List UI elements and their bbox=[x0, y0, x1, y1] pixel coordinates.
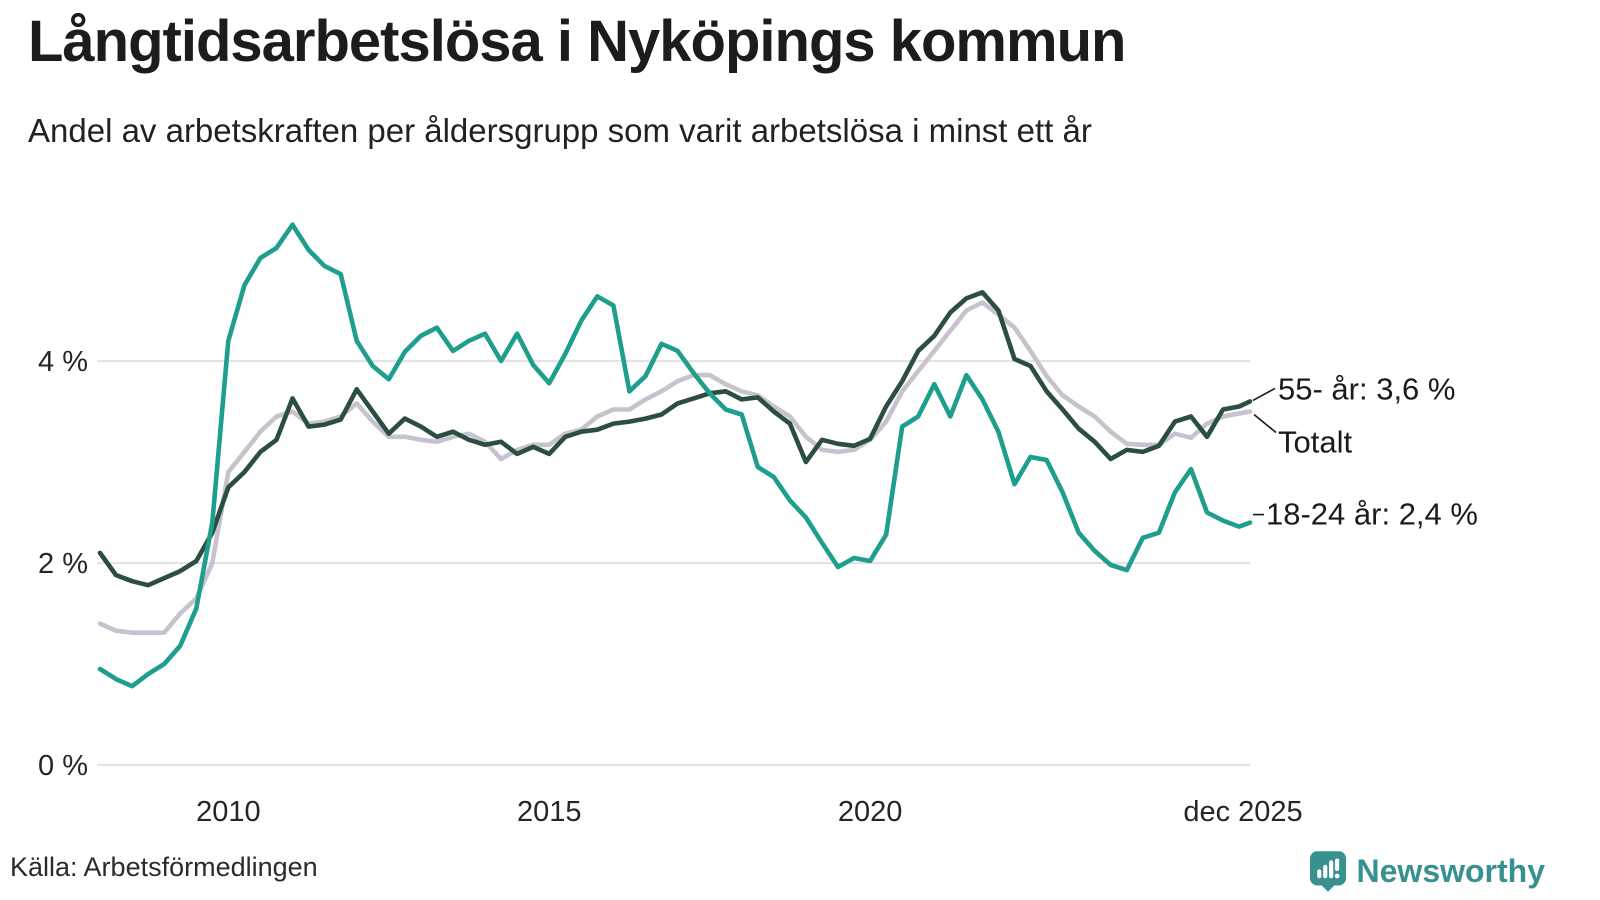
y-tick-label: 2 % bbox=[38, 548, 88, 580]
series-line-18-24år bbox=[97, 222, 1253, 689]
end-label-55: 55- år: 3,6 % bbox=[1278, 371, 1455, 406]
end-label-totalt: Totalt bbox=[1278, 425, 1352, 460]
y-tick-label: 4 % bbox=[38, 346, 88, 378]
source-note: Källa: Arbetsförmedlingen bbox=[10, 852, 318, 882]
x-tick-label: 2010 bbox=[196, 796, 261, 828]
connector-55 bbox=[1252, 387, 1276, 402]
page-title: Långtidsarbetslösa i Nyköpings kommun bbox=[28, 9, 1126, 74]
newsworthy-wordmark: Newsworthy bbox=[1356, 853, 1545, 889]
x-tick-label: 2015 bbox=[517, 796, 582, 828]
newsworthy-icon bbox=[1309, 851, 1346, 892]
y-tick-label: 0 % bbox=[38, 750, 88, 782]
page-subtitle: Andel av arbetskraften per åldersgrupp s… bbox=[28, 112, 1092, 149]
newsworthy-logo: Newsworthy bbox=[1309, 851, 1545, 892]
series-line-55-år bbox=[97, 289, 1253, 588]
x-tick-label: dec 2025 bbox=[1183, 796, 1302, 828]
end-label-1824: 18-24 år: 2,4 % bbox=[1266, 497, 1478, 532]
x-tick-label: 2020 bbox=[838, 796, 903, 828]
series-line-Totalt bbox=[97, 300, 1253, 636]
connector-totalt bbox=[1253, 413, 1277, 434]
